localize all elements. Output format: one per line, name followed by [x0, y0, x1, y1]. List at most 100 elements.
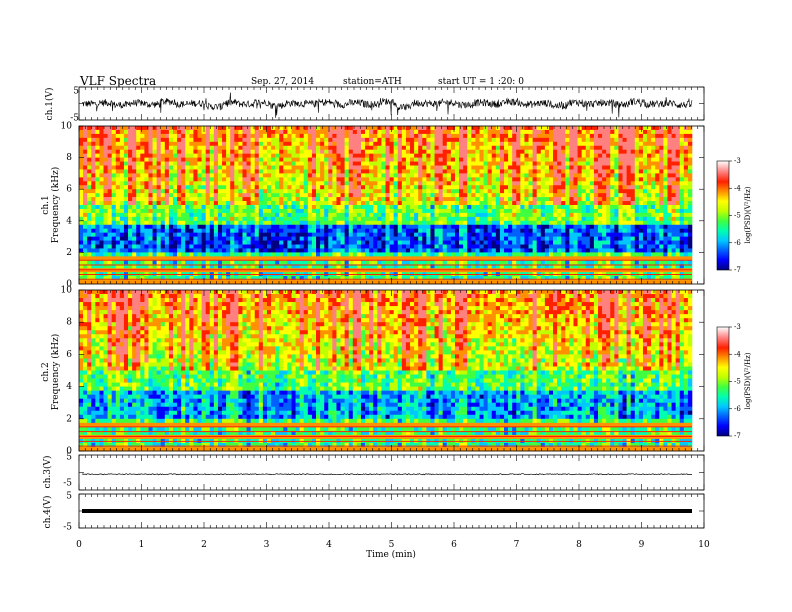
spectrogram-cell: [377, 280, 382, 285]
spectrogram-cell: [385, 189, 390, 194]
spectrogram-cell: [262, 169, 268, 174]
spectrogram-cell: [160, 149, 166, 154]
spectrogram-cell: [254, 252, 260, 257]
spectrogram-cell: [275, 216, 280, 222]
spectrogram-cell: [193, 205, 198, 210]
spectrogram-cell: [401, 252, 407, 257]
spectrogram-cell: [258, 212, 264, 218]
spectrogram-cell: [185, 185, 190, 190]
spectrogram-cell: [565, 260, 570, 265]
spectrogram-cell: [152, 216, 157, 222]
spectrogram-cell: [463, 240, 468, 245]
spectrogram-cell: [119, 185, 125, 190]
spectrogram-cell: [344, 181, 350, 186]
spectrogram-cell: [393, 232, 399, 237]
spectrogram-cell: [123, 216, 129, 222]
spectrogram-cell: [115, 197, 121, 202]
spectrogram-cell: [307, 276, 313, 281]
spectrogram-cell: [91, 181, 96, 186]
spectrogram-cell: [528, 181, 533, 186]
spectrogram-cell: [360, 177, 366, 182]
spectrogram-cell: [561, 276, 566, 281]
spectrogram-cell: [332, 224, 337, 229]
spectrogram-cell: [401, 165, 407, 170]
spectrogram-cell: [201, 232, 206, 237]
spectrogram-cell: [414, 208, 419, 214]
spectrogram-cell: [95, 185, 100, 190]
spectrogram-cell: [99, 169, 104, 174]
spectrogram-cell: [532, 181, 538, 186]
spectrogram-cell: [565, 252, 570, 257]
spectrogram-cell: [483, 193, 488, 198]
spectrogram-cell: [209, 252, 215, 257]
spectrogram-cell: [512, 212, 517, 218]
spectrogram-cell: [123, 141, 129, 147]
spectrogram-cell: [548, 153, 554, 158]
spectrogram-cell: [299, 268, 305, 273]
spectrogram-cell: [524, 220, 529, 226]
spectrogram-cell: [340, 205, 345, 210]
spectrogram-cell: [132, 224, 137, 229]
spectrogram-cell: [107, 236, 112, 241]
spectrogram-cell: [189, 193, 194, 198]
spectrogram-cell: [283, 208, 288, 214]
spectrogram-cell: [512, 201, 517, 206]
spectrogram-cell: [471, 268, 476, 273]
spectrogram-cell: [205, 232, 211, 237]
spectrogram-cell: [320, 145, 325, 150]
spectrogram-cell: [226, 165, 231, 170]
spectrogram-cell: [238, 280, 243, 285]
spectrogram-cell: [168, 126, 174, 131]
spectrogram-cell: [254, 216, 260, 222]
spectrogram-cell: [369, 145, 374, 150]
spectrogram-cell: [499, 212, 505, 218]
spectrogram-cell: [405, 173, 411, 178]
spectrogram-cell: [414, 149, 419, 154]
spectrogram-cell: [287, 193, 292, 198]
spectrogram-cell: [491, 169, 497, 174]
spectrogram-cell: [189, 137, 194, 143]
spectrogram-cell: [356, 228, 362, 233]
spectrogram-cell: [177, 133, 182, 139]
spectrogram-cell: [320, 228, 325, 233]
spectrogram-cell: [365, 197, 370, 202]
spectrogram-cell: [197, 260, 202, 265]
spectrogram-cell: [528, 197, 533, 202]
spectrogram-cell: [336, 126, 341, 131]
spectrogram-cell: [397, 208, 403, 214]
spectrogram-cell: [438, 240, 444, 245]
spectrogram-cell: [434, 137, 439, 143]
spectrogram-cell: [446, 181, 452, 186]
spectrogram-cell: [275, 141, 280, 147]
spectrogram-cell: [540, 149, 546, 154]
spectrogram-cell: [532, 169, 538, 174]
spectrogram-cell: [128, 224, 133, 229]
spectrogram-cell: [405, 208, 411, 214]
spectrogram-cell: [332, 161, 337, 166]
spectrogram-cell: [553, 129, 558, 135]
spectrogram-cell: [87, 252, 92, 257]
spectrogram-cell: [581, 185, 587, 190]
spectrogram-cell: [177, 220, 182, 226]
spectrogram-cell: [311, 224, 317, 229]
spectrogram-cell: [348, 232, 354, 237]
spectrogram-cell: [205, 181, 211, 186]
spectrogram-cell: [499, 260, 505, 265]
spectrogram-cell: [164, 205, 170, 210]
spectrogram-cell: [181, 260, 186, 265]
spectrogram-cell: [569, 240, 574, 245]
spectrogram-cell: [258, 126, 264, 131]
spectrogram-cell: [275, 153, 280, 158]
spectrogram-cell: [107, 248, 112, 253]
spectrogram-cell: [201, 169, 206, 174]
spectrogram-cell: [279, 157, 284, 162]
spectrogram-cell: [463, 228, 468, 233]
spectrogram-cell: [320, 224, 325, 229]
spectrogram-cell: [499, 248, 505, 253]
spectrogram-cell: [573, 185, 578, 190]
spectrogram-cell: [189, 276, 194, 281]
spectrogram-cell: [410, 248, 415, 253]
spectrogram-cell: [283, 216, 288, 222]
spectrogram-cell: [508, 133, 513, 139]
spectrogram-cell: [475, 181, 480, 186]
